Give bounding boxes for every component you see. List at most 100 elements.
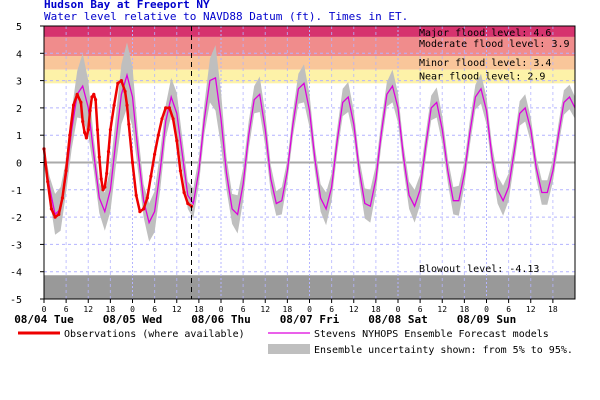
y-tick-label: -1 bbox=[10, 186, 22, 197]
x-tick-label: 0 bbox=[396, 305, 401, 314]
x-tick-label: 0 bbox=[307, 305, 312, 314]
y-tick-label: -2 bbox=[10, 213, 22, 224]
legend-observations-label: Observations (where available) bbox=[64, 329, 245, 340]
observation-point bbox=[94, 98, 98, 102]
x-tick-label: 6 bbox=[329, 305, 334, 314]
observation-line bbox=[42, 79, 193, 219]
observation-point bbox=[125, 103, 129, 107]
threshold-label: Moderate flood level: 3.9 bbox=[419, 39, 570, 50]
observation-point bbox=[160, 117, 164, 121]
x-tick-label: 0 bbox=[130, 305, 135, 314]
observation-point bbox=[134, 193, 138, 197]
observation-point bbox=[112, 103, 116, 107]
y-tick-label: -5 bbox=[10, 295, 22, 306]
x-tick-label: 12 bbox=[349, 305, 359, 314]
observation-point bbox=[92, 92, 96, 96]
threshold-label: Blowout level: -4.13 bbox=[419, 264, 539, 275]
x-tick-label: 0 bbox=[42, 305, 47, 314]
x-tick-label: 18 bbox=[460, 305, 470, 314]
observation-point bbox=[60, 196, 64, 200]
x-tick-label: 18 bbox=[106, 305, 116, 314]
observation-point bbox=[79, 100, 83, 104]
x-tick-label: 6 bbox=[152, 305, 157, 314]
legend: Observations (where available) Stevens NY… bbox=[18, 329, 573, 356]
observation-point bbox=[101, 188, 105, 192]
observation-point bbox=[71, 103, 76, 107]
x-day-label: 08/04 Tue bbox=[14, 313, 74, 326]
observation-point bbox=[156, 133, 160, 137]
observation-point bbox=[84, 136, 88, 140]
x-tick-label: 6 bbox=[418, 305, 423, 314]
observation-point bbox=[175, 139, 179, 143]
observation-point bbox=[83, 130, 87, 135]
x-tick-label: 12 bbox=[260, 305, 270, 314]
x-tick-label: 6 bbox=[64, 305, 69, 314]
x-tick-label: 6 bbox=[506, 305, 511, 314]
observation-point bbox=[53, 215, 57, 219]
threshold-band bbox=[44, 69, 575, 84]
observation-point bbox=[86, 128, 90, 132]
y-tick-label: -3 bbox=[10, 240, 22, 251]
observation-point bbox=[46, 180, 50, 184]
legend-forecast-label: Stevens NYHOPS Ensemble Forecast models bbox=[314, 329, 549, 340]
legend-uncertainty-swatch bbox=[268, 344, 310, 354]
chart-title: Hudson Bay at Freeport NY bbox=[44, 0, 210, 11]
observation-point bbox=[81, 119, 85, 124]
y-tick-label: 0 bbox=[16, 159, 22, 170]
x-day-label: 08/05 Wed bbox=[103, 313, 163, 326]
observation-point bbox=[64, 169, 68, 173]
x-day-label: 08/09 Sun bbox=[457, 313, 517, 326]
x-tick-label: 18 bbox=[194, 305, 204, 314]
x-tick-label: 12 bbox=[437, 305, 447, 314]
observation-point bbox=[130, 160, 135, 165]
observation-point bbox=[75, 92, 79, 96]
observation-point bbox=[178, 169, 182, 173]
observation-point bbox=[90, 95, 94, 99]
observation-point bbox=[68, 133, 72, 137]
x-tick-label: 18 bbox=[371, 305, 381, 314]
legend-uncertainty-label: Ensemble uncertainty shown: from 5% to 9… bbox=[314, 345, 573, 356]
x-day-label: 08/08 Sat bbox=[368, 313, 428, 326]
x-tick-label: 0 bbox=[219, 305, 224, 314]
observation-point bbox=[95, 128, 100, 132]
observation-point bbox=[99, 177, 103, 181]
observation-point bbox=[105, 171, 109, 175]
threshold-label: Major flood level: 4.6 bbox=[419, 28, 551, 39]
observation-point bbox=[127, 122, 131, 126]
observation-point bbox=[97, 155, 101, 159]
observation-point bbox=[49, 207, 54, 211]
y-tick-label: 4 bbox=[16, 49, 22, 60]
observation-point bbox=[88, 109, 92, 113]
observation-series bbox=[42, 79, 194, 219]
observation-point bbox=[119, 79, 123, 83]
x-tick-label: 12 bbox=[172, 305, 182, 314]
threshold-label: Near flood level: 2.9 bbox=[419, 72, 545, 83]
x-tick-label: 12 bbox=[526, 305, 536, 314]
observation-point bbox=[171, 117, 175, 121]
x-tick-label: 18 bbox=[548, 305, 558, 314]
observation-point bbox=[153, 152, 157, 156]
observation-point bbox=[149, 174, 153, 178]
observation-point bbox=[182, 190, 186, 195]
y-tick-label: 1 bbox=[16, 131, 22, 142]
observation-point bbox=[108, 128, 112, 132]
observation-point bbox=[123, 89, 127, 94]
observation-point bbox=[145, 196, 149, 200]
observation-point bbox=[167, 106, 171, 110]
y-tick-label: 5 bbox=[16, 22, 22, 33]
observation-point bbox=[57, 212, 61, 216]
chart-subtitle: Water level relative to NAVD88 Datum (ft… bbox=[44, 10, 408, 23]
observation-point bbox=[106, 150, 111, 154]
y-tick-label: 3 bbox=[16, 77, 22, 88]
x-tick-label: 0 bbox=[484, 305, 489, 314]
y-tick-label: -4 bbox=[10, 268, 22, 279]
x-day-label: 08/06 Thu bbox=[191, 313, 251, 326]
observation-point bbox=[164, 106, 168, 110]
observation-point bbox=[186, 201, 190, 206]
forecast-line bbox=[43, 72, 576, 225]
observation-point bbox=[138, 210, 142, 214]
y-tick-label: 2 bbox=[16, 104, 22, 115]
x-tick-label: 18 bbox=[283, 305, 293, 314]
